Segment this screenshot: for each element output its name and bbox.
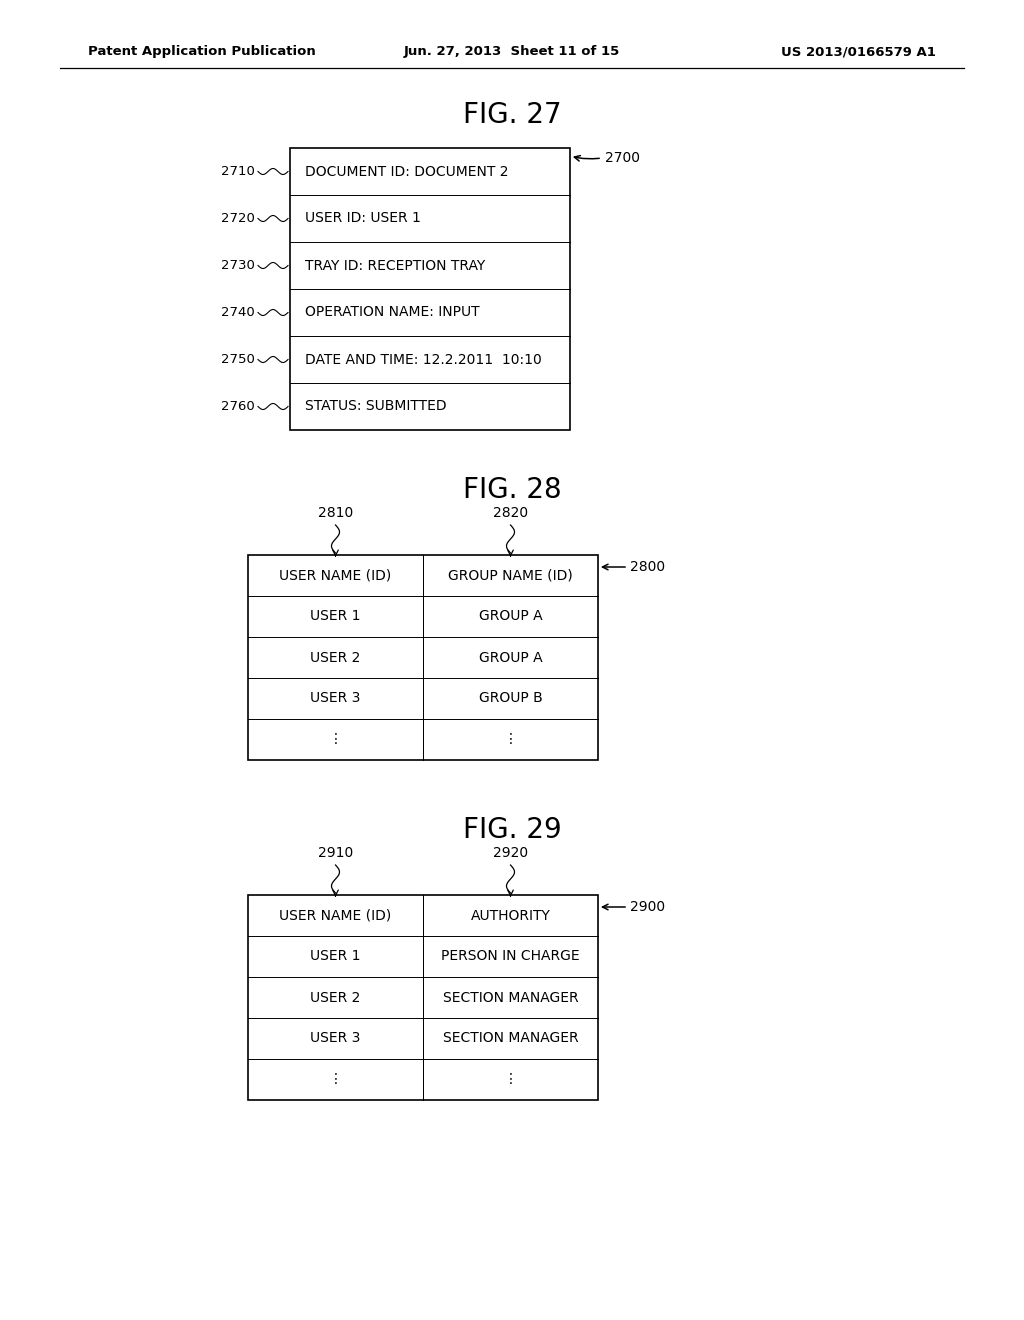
Text: USER 3: USER 3 xyxy=(310,1031,360,1045)
Text: 2910: 2910 xyxy=(317,846,353,861)
Text: USER 2: USER 2 xyxy=(310,990,360,1005)
Text: USER 1: USER 1 xyxy=(310,610,360,623)
Text: SECTION MANAGER: SECTION MANAGER xyxy=(442,1031,579,1045)
Text: SECTION MANAGER: SECTION MANAGER xyxy=(442,990,579,1005)
Text: FIG. 29: FIG. 29 xyxy=(463,816,561,843)
Text: TRAY ID: RECEPTION TRAY: TRAY ID: RECEPTION TRAY xyxy=(305,259,485,272)
Text: 2700: 2700 xyxy=(605,150,640,165)
Bar xyxy=(290,148,570,430)
Text: ⋮: ⋮ xyxy=(329,1072,342,1086)
Text: ⋮: ⋮ xyxy=(504,1072,517,1086)
Text: ⋮: ⋮ xyxy=(329,733,342,747)
Bar xyxy=(248,895,598,1100)
Text: FIG. 27: FIG. 27 xyxy=(463,102,561,129)
Text: ⋮: ⋮ xyxy=(504,733,517,747)
Text: Patent Application Publication: Patent Application Publication xyxy=(88,45,315,58)
Bar xyxy=(248,554,598,760)
Text: 2760: 2760 xyxy=(221,400,255,413)
Text: 2710: 2710 xyxy=(221,165,255,178)
Text: USER ID: USER 1: USER ID: USER 1 xyxy=(305,211,421,226)
Text: USER NAME (ID): USER NAME (ID) xyxy=(280,908,391,923)
Text: GROUP A: GROUP A xyxy=(478,610,543,623)
Text: 2900: 2900 xyxy=(630,900,666,913)
Text: GROUP B: GROUP B xyxy=(478,692,543,705)
Text: STATUS: SUBMITTED: STATUS: SUBMITTED xyxy=(305,400,446,413)
Text: GROUP A: GROUP A xyxy=(478,651,543,664)
Text: GROUP NAME (ID): GROUP NAME (ID) xyxy=(449,569,572,582)
Text: Jun. 27, 2013  Sheet 11 of 15: Jun. 27, 2013 Sheet 11 of 15 xyxy=(403,45,621,58)
Text: 2740: 2740 xyxy=(221,306,255,319)
Text: AUTHORITY: AUTHORITY xyxy=(471,908,551,923)
Text: DOCUMENT ID: DOCUMENT 2: DOCUMENT ID: DOCUMENT 2 xyxy=(305,165,509,178)
Text: 2730: 2730 xyxy=(221,259,255,272)
Text: DATE AND TIME: 12.2.2011  10:10: DATE AND TIME: 12.2.2011 10:10 xyxy=(305,352,542,367)
Text: USER 1: USER 1 xyxy=(310,949,360,964)
Text: 2720: 2720 xyxy=(221,213,255,224)
Text: 2750: 2750 xyxy=(221,352,255,366)
Text: 2810: 2810 xyxy=(317,506,353,520)
Text: US 2013/0166579 A1: US 2013/0166579 A1 xyxy=(781,45,936,58)
Text: 2820: 2820 xyxy=(493,506,528,520)
Text: FIG. 28: FIG. 28 xyxy=(463,477,561,504)
Text: 2800: 2800 xyxy=(630,560,666,574)
Text: USER 3: USER 3 xyxy=(310,692,360,705)
Text: PERSON IN CHARGE: PERSON IN CHARGE xyxy=(441,949,580,964)
Text: 2920: 2920 xyxy=(493,846,528,861)
Text: USER 2: USER 2 xyxy=(310,651,360,664)
Text: OPERATION NAME: INPUT: OPERATION NAME: INPUT xyxy=(305,305,479,319)
Text: USER NAME (ID): USER NAME (ID) xyxy=(280,569,391,582)
